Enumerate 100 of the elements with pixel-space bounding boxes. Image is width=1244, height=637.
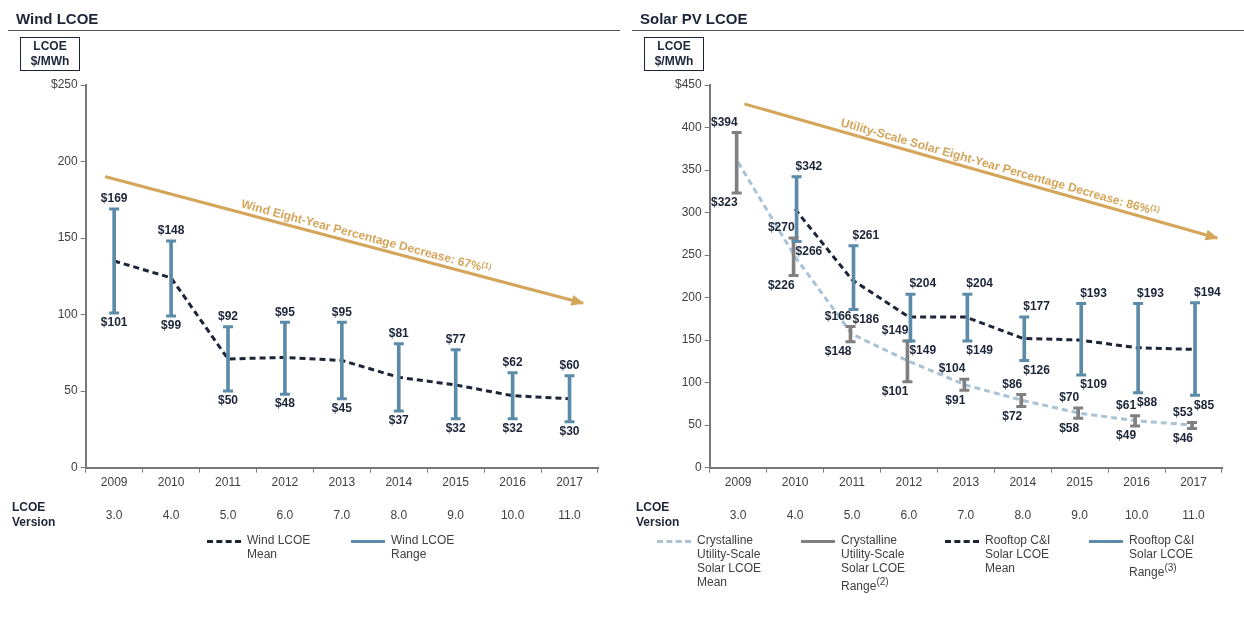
annotation: $37 (388, 413, 410, 428)
text: 7.0 (957, 507, 975, 522)
annotation: $166 (824, 308, 852, 323)
annotation: $58 (1059, 420, 1080, 435)
annotation: $46 (1173, 430, 1194, 445)
text: 9.0 (447, 507, 465, 522)
legend-label: Rooftop C&I Solar LCOE Mean (985, 533, 1052, 575)
annotation: $61 (1116, 398, 1137, 413)
y-tick-label: 50 (64, 383, 79, 398)
x-tick-label: 2013 (328, 475, 356, 490)
annotation: $104 (938, 361, 966, 376)
x-tick-label: 2016 (1123, 475, 1151, 490)
x-tick-label: 2016 (499, 475, 527, 490)
text: LCOE Version (12, 500, 56, 530)
text: 11.0 (558, 507, 582, 522)
x-tick-label: 2017 (556, 475, 584, 490)
x-tick-label: 2010 (781, 475, 809, 490)
y-tick-label: 400 (681, 119, 703, 134)
annotation: $261 (852, 228, 880, 242)
annotation: $48 (274, 396, 296, 411)
annotation: $30 (559, 424, 580, 438)
x-tick-label: 2011 (839, 475, 866, 490)
text: 10.0 (500, 507, 525, 522)
x-tick-label: 2012 (895, 475, 923, 490)
text: 11.0 (1182, 507, 1206, 522)
annotation: $70 (1059, 390, 1080, 405)
text: 7.0 (333, 507, 351, 522)
text: LCOE Version (636, 500, 680, 530)
legend-label: Crystalline Utility-Scale Solar LCOE Range$^{(2)}$ (841, 533, 907, 593)
annotation: $62 (502, 355, 523, 370)
text: 8.0 (1014, 507, 1032, 522)
annotation: $32 (502, 420, 523, 435)
y-tick-label: 150 (681, 332, 703, 347)
annotation: $149 (966, 343, 994, 358)
annotation: $193 (1080, 285, 1108, 300)
annotation: $109 (1080, 377, 1108, 392)
y-tick-label: 150 (57, 230, 79, 245)
annotation: $101 (881, 384, 909, 399)
annotation: $194 (1194, 284, 1222, 299)
y-tick-label: 200 (681, 289, 703, 304)
y-axis-title: LCOE $/MWh (20, 37, 80, 71)
annotation: $177 (1023, 299, 1051, 314)
chart-title: Wind LCOE (8, 8, 620, 31)
annotation: $88 (1137, 395, 1158, 410)
legend-label: Crystalline Utility-Scale Solar LCOE Mean (697, 533, 763, 589)
text: 6.0 (900, 507, 918, 522)
annotation: $53 (1173, 404, 1194, 419)
annotation: $95 (331, 304, 353, 319)
x-tick-label: 2014 (385, 475, 413, 490)
y-axis-title: LCOE $/MWh (644, 37, 704, 71)
annotation: $101 (100, 315, 128, 330)
y-tick-label: 100 (57, 306, 79, 321)
x-tick-label: 2014 (1009, 475, 1037, 490)
y-tick-label: 50 (688, 417, 703, 432)
annotation: $72 (1002, 408, 1023, 423)
annotation: $99 (161, 318, 182, 333)
x-tick-label: 2015 (1066, 475, 1094, 490)
text: 5.0 (843, 507, 861, 522)
text: 6.0 (276, 507, 294, 522)
y-tick-label: $450 (674, 77, 703, 92)
x-tick-label: 2013 (952, 475, 980, 490)
legend-label: Wind LCOE Range (391, 533, 456, 561)
text: 4.0 (162, 507, 180, 522)
annotation: $49 (1116, 428, 1137, 443)
y-tick-label: 350 (681, 162, 703, 177)
text: 8.0 (390, 507, 408, 522)
annotation: $323 (710, 195, 738, 210)
annotation: $342 (795, 159, 823, 174)
annotation: $149 (909, 343, 937, 358)
annotation: $77 (445, 332, 467, 347)
annotation: $95 (274, 304, 296, 319)
y-tick-label: 0 (71, 459, 79, 474)
y-tick-label: 100 (681, 374, 703, 389)
annotation: $394 (710, 114, 738, 129)
annotation: $81 (388, 325, 410, 340)
y-tick-label: 0 (695, 459, 703, 474)
x-tick-label: 2010 (157, 475, 185, 490)
annotation: $270 (767, 220, 795, 235)
x-tick-label: 2017 (1180, 475, 1208, 490)
text: 5.0 (219, 507, 237, 522)
annotation: $148 (824, 344, 852, 359)
annotation: $45 (331, 401, 353, 416)
y-tick-label: 200 (57, 153, 79, 168)
chart-title: Solar PV LCOE (632, 8, 1244, 31)
text: 4.0 (786, 507, 804, 522)
annotation: $60 (559, 358, 580, 373)
x-tick-label: 2015 (442, 475, 470, 490)
annotation: $193 (1137, 285, 1165, 300)
legend-label: Rooftop C&I Solar LCOE Range$^{(3)}$ (1129, 533, 1196, 579)
annotation: $50 (217, 393, 239, 408)
annotation: $266 (795, 243, 823, 258)
annotation: $186 (852, 311, 880, 326)
annotation: $85 (1194, 397, 1215, 412)
x-tick-label: 2012 (271, 475, 299, 490)
text: 3.0 (105, 507, 123, 522)
y-tick-label: 300 (681, 204, 703, 219)
x-tick-label: 2009 (724, 475, 752, 490)
text: 3.0 (729, 507, 747, 522)
legend-label: Wind LCOE Mean (247, 533, 312, 561)
annotation: $204 (909, 276, 937, 291)
